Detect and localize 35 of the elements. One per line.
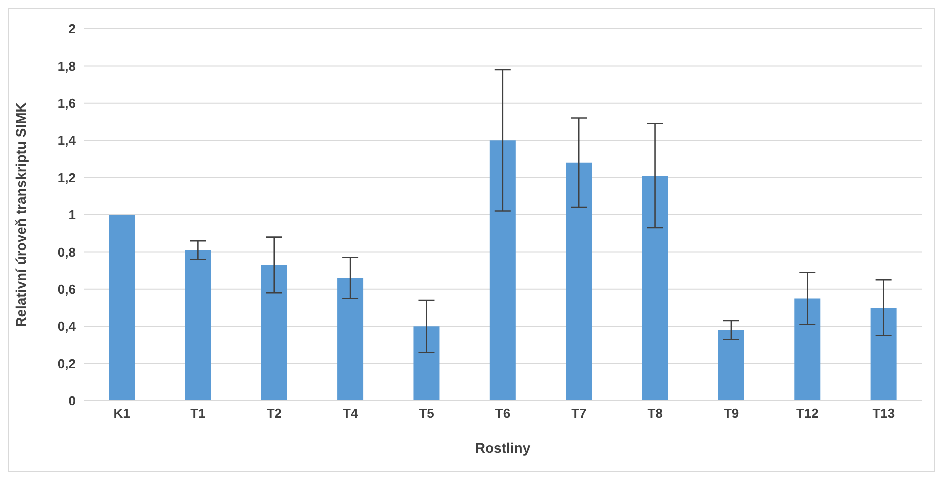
bar xyxy=(338,278,364,401)
y-axis-title: Relativní úroveň transkriptu SIMK xyxy=(12,102,29,328)
bar xyxy=(642,176,668,401)
y-tick-label: 0,6 xyxy=(58,282,76,298)
bar xyxy=(490,140,516,401)
bar xyxy=(794,298,821,401)
y-tick-label: 1,2 xyxy=(58,170,76,186)
bar xyxy=(718,330,744,401)
x-tick-label: T8 xyxy=(648,406,663,422)
y-tick-label: 1 xyxy=(68,208,76,223)
x-tick-label: T1 xyxy=(190,406,206,422)
y-tick-label: 1,4 xyxy=(58,133,77,148)
bar xyxy=(109,215,135,401)
bar xyxy=(870,308,897,401)
y-tick-label: 0,2 xyxy=(58,356,76,372)
y-tick-label: 1,8 xyxy=(58,58,76,74)
x-axis-title: Rostliny xyxy=(475,440,531,456)
bar xyxy=(261,265,288,401)
x-tick-label: T7 xyxy=(572,406,587,422)
x-tick-label: T6 xyxy=(495,406,511,422)
y-tick-label: 0,8 xyxy=(58,244,76,260)
bar xyxy=(566,162,592,401)
y-tick-label: 2 xyxy=(68,22,76,37)
x-tick-label: T5 xyxy=(419,406,434,422)
x-tick-label: T9 xyxy=(724,406,740,422)
bar xyxy=(414,326,440,401)
x-tick-label: T4 xyxy=(343,406,359,422)
y-tick-label: 0 xyxy=(68,394,76,409)
x-tick-label: K1 xyxy=(114,406,130,422)
x-tick-label: T12 xyxy=(796,406,819,422)
x-tick-label: T2 xyxy=(266,406,282,422)
bar xyxy=(185,250,212,401)
y-tick-label: 0,4 xyxy=(58,319,77,334)
x-tick-label: T13 xyxy=(872,406,896,422)
y-tick-label: 1,6 xyxy=(58,96,76,112)
